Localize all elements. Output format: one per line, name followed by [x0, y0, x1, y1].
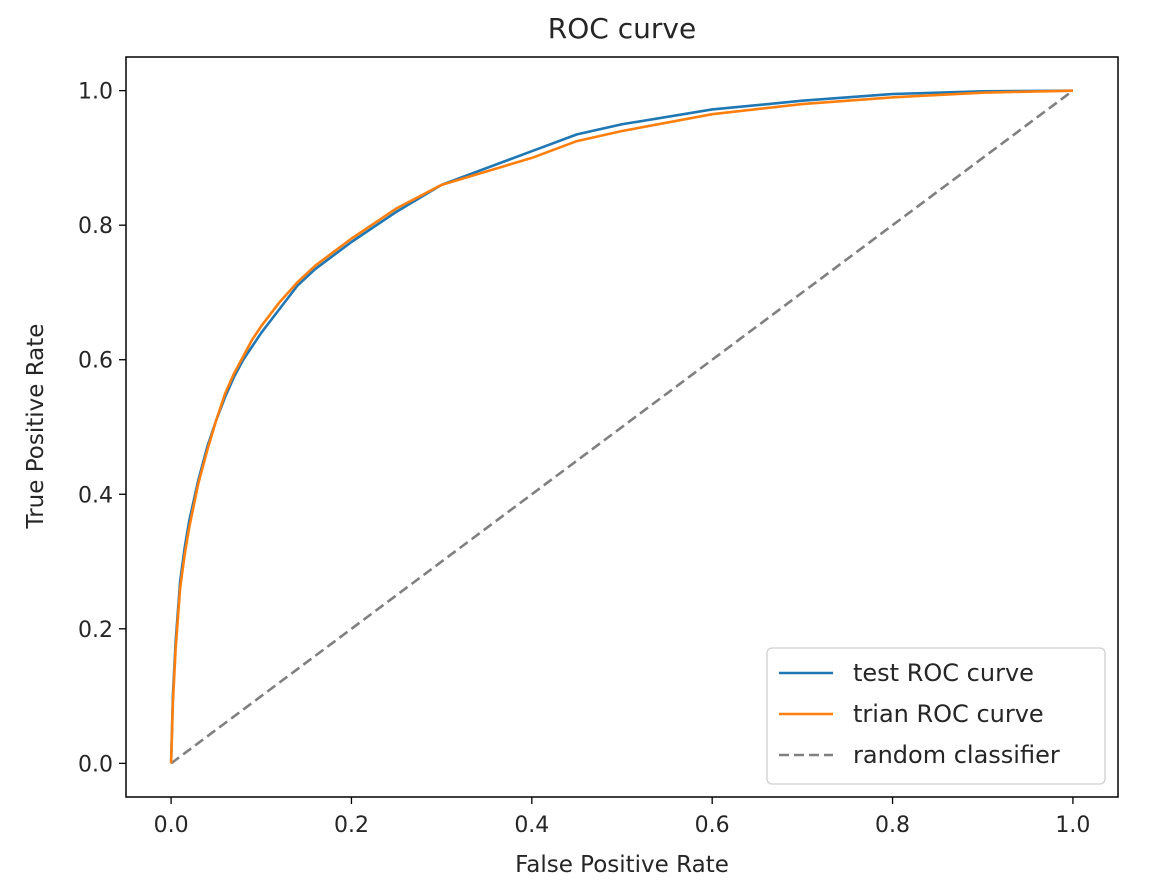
y-tick-label: 0.8 — [78, 214, 113, 239]
y-tick-label: 0.4 — [78, 483, 113, 508]
series-line-random-classifier — [170, 89, 1074, 765]
legend-label: trian ROC curve — [853, 700, 1044, 728]
y-axis-label: True Positive Rate — [23, 324, 49, 530]
x-axis: 0.0 0.2 0.4 0.6 0.8 1.0 — [154, 797, 1090, 838]
x-tick-label: 1.0 — [1055, 813, 1090, 838]
legend-label: random classifier — [853, 741, 1060, 769]
series-line-trian-roc-curve — [169, 89, 1073, 764]
y-tick-label: 0.0 — [78, 752, 113, 777]
x-tick-label: 0.0 — [154, 813, 189, 838]
y-tick-label: 0.2 — [78, 618, 113, 643]
x-tick-label: 0.6 — [695, 813, 730, 838]
x-tick-label: 0.8 — [875, 813, 910, 838]
x-tick-label: 0.4 — [514, 813, 549, 838]
plot-area — [169, 89, 1074, 765]
legend-label: test ROC curve — [853, 659, 1034, 687]
x-axis-label: False Positive Rate — [515, 852, 729, 878]
y-axis: 0.0 0.2 0.4 0.6 0.8 1.0 — [78, 80, 126, 777]
y-tick-label: 1.0 — [78, 80, 113, 105]
y-tick-label: 0.6 — [78, 349, 113, 374]
legend-box — [766, 647, 1106, 785]
legend: test ROC curve trian ROC curve random clas… — [766, 647, 1106, 785]
x-tick-label: 0.2 — [334, 813, 369, 838]
plot-frame — [125, 56, 1119, 798]
chart-title: ROC curve — [548, 12, 696, 45]
